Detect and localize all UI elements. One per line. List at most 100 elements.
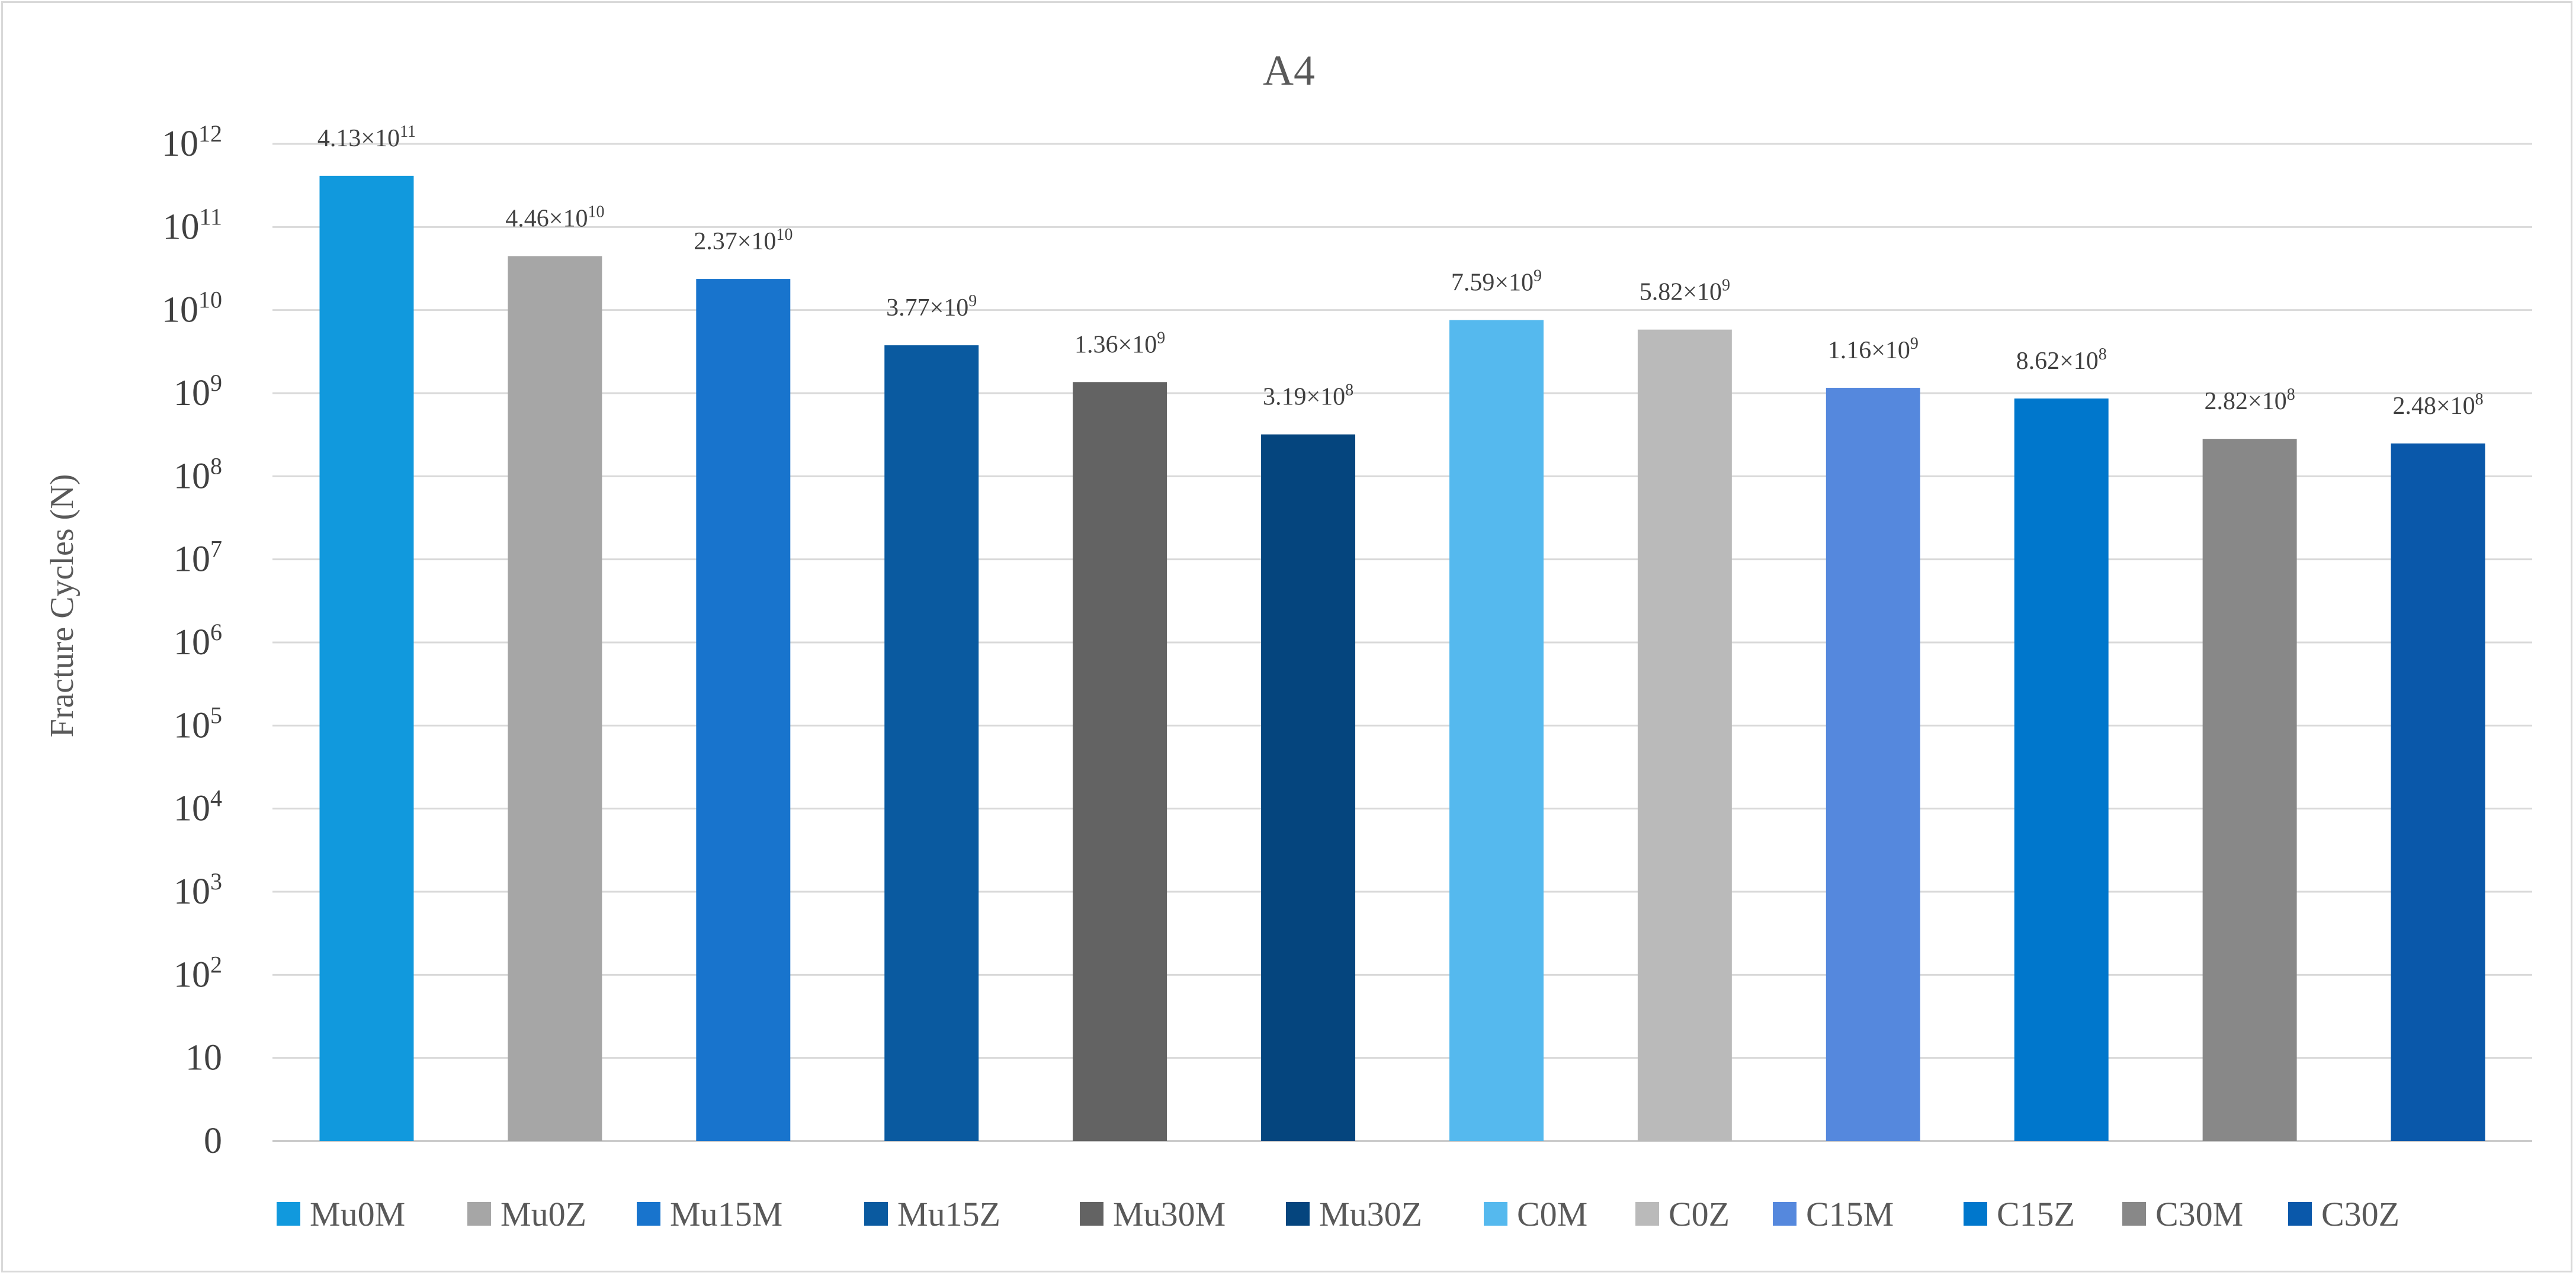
y-tick-exponent: 12 [198,120,222,147]
y-tick-label: 1012 [162,120,222,164]
legend-swatch [1964,1202,1987,1226]
y-tick-label: 103 [174,868,222,912]
data-label-mantissa: 2.37×10 [694,228,776,255]
y-tick-label: 107 [174,536,222,580]
legend-label: Mu30M [1113,1195,1226,1233]
data-label-mantissa: 2.48×10 [2392,393,2475,420]
legend-label: Mu0M [310,1195,405,1233]
bar-Mu15Z [884,345,979,1141]
y-tick-base: 10 [174,705,210,745]
bar-C0M [1449,320,1544,1142]
y-tick-base: 10 [174,954,210,995]
y-tick-base: 10 [174,373,210,413]
data-label-Mu30Z: 3.19×108 [1263,381,1353,411]
legend-item-C30M: C30M [2122,1195,2243,1233]
data-label-C30M: 2.82×108 [2205,385,2295,415]
y-tick-label: 10 [185,1038,222,1078]
legend: Mu0M Mu0Z Mu15M Mu15Z Mu30M Mu30Z C0M C0Z C15M C1… [277,1195,2399,1233]
data-label-exponent: 8 [2099,345,2107,364]
legend-swatch [1484,1202,1507,1226]
bar-C30M [2202,439,2297,1141]
legend-item-Mu30M: Mu30M [1080,1195,1226,1233]
y-tick-base: 10 [185,1038,222,1078]
legend-label: Mu30Z [1319,1195,1422,1233]
data-label-mantissa: 7.59×10 [1451,269,1534,296]
data-label-Mu0Z: 4.46×1010 [505,203,604,233]
data-label-mantissa: 1.16×10 [1828,337,1910,364]
y-tick-exponent: 10 [198,287,222,313]
bar-C15M [1826,387,1920,1142]
legend-item-C30Z: C30Z [2288,1195,2399,1233]
data-label-exponent: 10 [588,203,604,221]
data-label-C0M: 7.59×109 [1451,266,1542,296]
y-tick-base: 10 [162,290,198,330]
chart-title: A4 [1263,47,1315,94]
bar-Mu15M [696,279,791,1141]
bar-C30Z [2391,443,2485,1141]
bar-C0Z [1637,329,1732,1142]
legend-swatch [2288,1202,2312,1226]
data-label-mantissa: 8.62×10 [2016,348,2099,375]
legend-label: C0Z [1669,1195,1730,1233]
legend-swatch [277,1202,300,1226]
data-label-Mu30M: 1.36×109 [1074,329,1165,358]
y-axis-title: Fracture Cycles (N) [44,474,81,738]
legend-item-C15M: C15M [1773,1195,1894,1233]
y-tick-base: 10 [174,622,210,663]
data-label-Mu0M: 4.13×1011 [317,123,416,152]
data-label-Mu15Z: 3.77×109 [886,292,977,322]
y-tick-label: 105 [174,702,222,745]
bar-chart: A4 Fracture Cycles (N) 4.13×10114.46×101… [44,47,2532,1233]
y-tick-exponent: 8 [210,452,222,479]
y-tick-base: 10 [174,789,210,829]
legend-item-C15Z: C15Z [1964,1195,2075,1233]
legend-item-Mu30Z: Mu30Z [1286,1195,1422,1233]
data-label-mantissa: 4.13×10 [317,125,400,152]
y-tick-exponent: 7 [210,536,222,563]
data-label-mantissa: 1.36×10 [1074,331,1157,358]
gridlines [272,143,2532,1142]
data-label-exponent: 11 [400,123,416,141]
legend-label: Mu15M [670,1195,782,1233]
data-label-mantissa: 3.19×10 [1263,384,1345,411]
data-labels: 4.13×10114.46×10102.37×10103.77×1091.36×… [317,123,2484,420]
legend-item-Mu0M: Mu0M [277,1195,405,1233]
data-label-exponent: 10 [776,226,793,244]
y-tick-exponent: 11 [199,203,222,230]
y-tick-base: 0 [204,1121,222,1161]
y-tick-exponent: 4 [210,785,222,812]
data-label-exponent: 8 [1345,381,1353,400]
legend-item-C0Z: C0Z [1635,1195,1730,1233]
bar-Mu0M [319,175,414,1141]
bars [319,175,2485,1142]
data-label-mantissa: 5.82×10 [1640,279,1722,306]
legend-label: Mu15Z [897,1195,1000,1233]
data-label-C15M: 1.16×109 [1828,335,1919,364]
y-tick-exponent: 5 [210,702,222,728]
legend-label: C15Z [1997,1195,2075,1233]
y-tick-exponent: 2 [210,951,222,978]
legend-swatch [1286,1202,1310,1226]
data-label-exponent: 8 [2287,385,2295,404]
legend-label: C15M [1806,1195,1894,1233]
data-label-mantissa: 4.46×10 [505,205,588,233]
data-label-mantissa: 3.77×10 [886,294,968,322]
data-label-exponent: 9 [1534,266,1542,285]
legend-swatch [864,1202,888,1226]
y-tick-label: 1011 [162,203,222,247]
legend-swatch [1773,1202,1797,1226]
legend-swatch [2122,1202,2146,1226]
y-tick-base: 10 [162,124,198,164]
y-tick-label: 109 [174,369,222,413]
bar-C15Z [2014,398,2109,1141]
legend-swatch [1080,1202,1103,1226]
y-tick-label: 1010 [162,287,222,330]
y-tick-base: 10 [174,539,210,580]
y-tick-label: 106 [174,619,222,663]
data-label-C0Z: 5.82×109 [1640,277,1730,306]
y-tick-base: 10 [174,872,210,912]
y-tick-label: 104 [174,785,222,829]
data-label-Mu15M: 2.37×1010 [694,226,793,255]
